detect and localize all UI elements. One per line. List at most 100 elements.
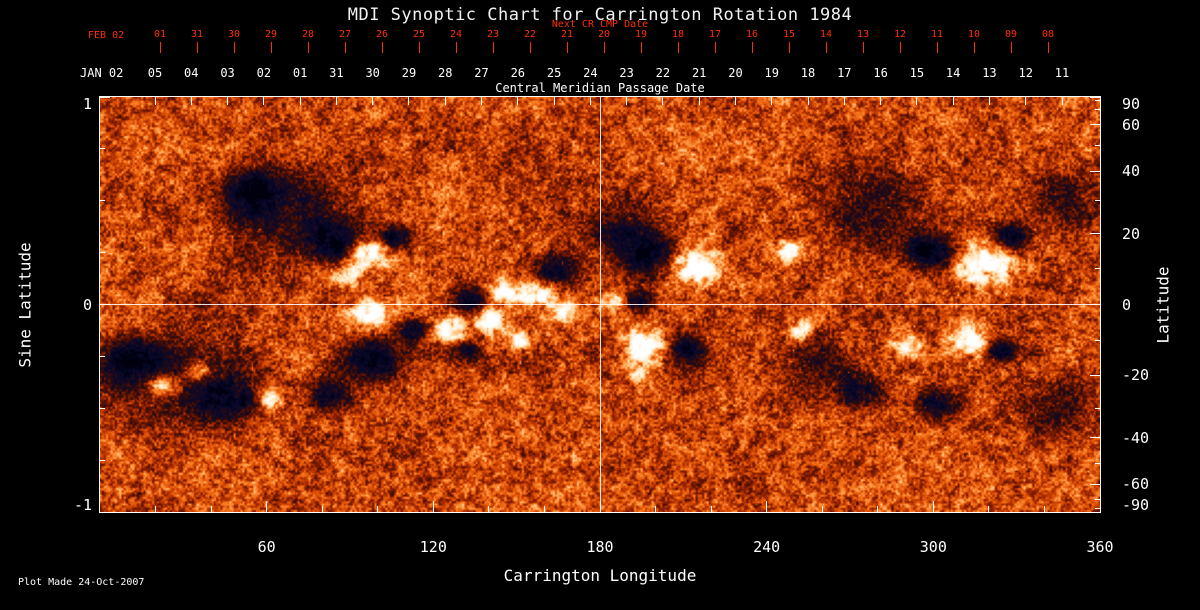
left-minor-tick: [100, 459, 105, 461]
right-tick-label: -60: [1122, 475, 1150, 494]
next-cr-date-tick: [1047, 42, 1049, 53]
right-tick-label: 0: [1122, 295, 1132, 314]
next-cr-date-tick: [603, 42, 605, 53]
right-minor-tick: [1095, 508, 1100, 510]
cmp-first-date: JAN 02: [80, 66, 124, 80]
next-cr-date-label: 10: [967, 29, 981, 40]
next-cr-date-tick: [418, 42, 420, 53]
next-cr-date-label: 08: [1041, 29, 1055, 40]
next-cr-date-tick: [159, 42, 161, 53]
next-cr-date-tick: [233, 42, 235, 53]
x-tick-label: 300: [919, 538, 947, 556]
x-major-tick: [599, 501, 601, 512]
equator-gridline: [100, 304, 1100, 305]
cmp-date-tick: [227, 97, 229, 105]
left-major-tick: [100, 304, 110, 305]
x-minor-tick: [821, 506, 823, 512]
right-tick-label: 20: [1122, 224, 1141, 243]
cmp-date-label: 18: [800, 66, 816, 80]
cmp-date-label: 01: [292, 66, 308, 80]
next-cr-date-label: 14: [819, 29, 833, 40]
next-cr-date-label: 19: [634, 29, 648, 40]
x-tick-label: 180: [586, 538, 614, 556]
next-cr-date-label: 15: [782, 29, 796, 40]
right-axis-title: Latitude: [1153, 266, 1173, 344]
cmp-date-tick: [1061, 97, 1063, 105]
x-major-tick: [932, 501, 934, 512]
x-minor-tick: [488, 506, 490, 512]
next-cr-date-tick: [936, 42, 938, 53]
left-tick-label: -1: [73, 496, 92, 514]
x-minor-tick: [655, 506, 657, 512]
next-cr-date-label: 12: [893, 29, 907, 40]
cmp-date-label: 13: [982, 66, 997, 80]
right-major-tick: [1090, 124, 1100, 126]
right-minor-tick: [1095, 200, 1100, 202]
cmp-date-label: 22: [655, 66, 671, 80]
cmp-date-tick: [698, 97, 700, 105]
cmp-date-label: 26: [510, 66, 526, 80]
next-cr-date-label: 09: [1004, 29, 1018, 40]
x-minor-tick: [988, 506, 990, 512]
cmp-date-tick: [263, 97, 265, 105]
cmp-date-label: 04: [184, 66, 199, 80]
right-minor-tick: [1095, 498, 1100, 500]
next-cr-date-tick: [788, 42, 790, 53]
cmp-date-tick: [626, 97, 628, 105]
next-cr-date-tick: [677, 42, 679, 53]
cmp-date-label: 27: [474, 66, 489, 80]
cmp-date-tick: [589, 97, 591, 105]
cmp-date-label: 16: [873, 66, 888, 80]
cmp-date-tick: [880, 97, 882, 105]
cmp-date-label: 24: [583, 66, 598, 80]
right-minor-tick: [1095, 109, 1100, 110]
next-cr-date-label: 01: [153, 29, 167, 40]
right-major-tick: [1090, 374, 1100, 376]
right-minor-tick: [1095, 99, 1100, 101]
next-cr-axis-title: Next CR CMP Date: [551, 19, 649, 30]
cmp-date-tick: [299, 97, 301, 105]
x-minor-tick: [710, 506, 712, 512]
cmp-date-tick: [843, 97, 845, 105]
right-minor-tick: [1095, 267, 1100, 269]
next-cr-date-tick: [973, 42, 975, 53]
x-minor-tick: [1043, 506, 1045, 512]
x-minor-tick: [877, 506, 879, 512]
left-minor-tick: [100, 355, 105, 357]
right-tick-label: 40: [1122, 162, 1141, 181]
right-major-tick: [1090, 304, 1100, 305]
left-major-tick: [100, 96, 110, 98]
next-cr-date-tick: [899, 42, 901, 53]
cmp-date-label: 19: [764, 66, 779, 80]
right-minor-tick: [1095, 340, 1100, 342]
next-cr-date-tick: [566, 42, 568, 53]
next-cr-date-tick: [455, 42, 457, 53]
x-tick-label: 240: [753, 538, 781, 556]
next-cr-date-label: 17: [708, 29, 722, 40]
right-major-tick: [1090, 437, 1100, 439]
right-major-tick: [1090, 96, 1100, 98]
left-tick-label: 0: [82, 295, 92, 314]
cmp-date-label: 14: [945, 66, 961, 80]
left-minor-tick: [100, 200, 105, 202]
chart-title: MDI Synoptic Chart for Carrington Rotati…: [347, 5, 853, 25]
cmp-date-label: 03: [220, 66, 235, 80]
next-cr-date-tick: [307, 42, 309, 53]
next-cr-date-label: 23: [486, 29, 500, 40]
next-cr-date-label: 16: [745, 29, 759, 40]
next-cr-date-tick: [344, 42, 346, 53]
x-tick-label: 360: [1086, 538, 1114, 556]
next-cr-date-label: 21: [560, 29, 574, 40]
cmp-date-label: 11: [1054, 66, 1070, 80]
next-cr-date-label: 31: [190, 29, 204, 40]
cmp-date-label: 30: [365, 66, 380, 80]
next-cr-date-label: 30: [227, 29, 241, 40]
right-major-tick: [1090, 511, 1100, 513]
next-cr-first-date: FEB 02: [88, 30, 125, 41]
next-cr-date-tick: [196, 42, 198, 53]
cmp-date-tick: [444, 97, 446, 105]
next-cr-date-label: 20: [597, 29, 611, 40]
x-minor-tick: [543, 506, 545, 512]
next-cr-date-tick: [640, 42, 642, 53]
